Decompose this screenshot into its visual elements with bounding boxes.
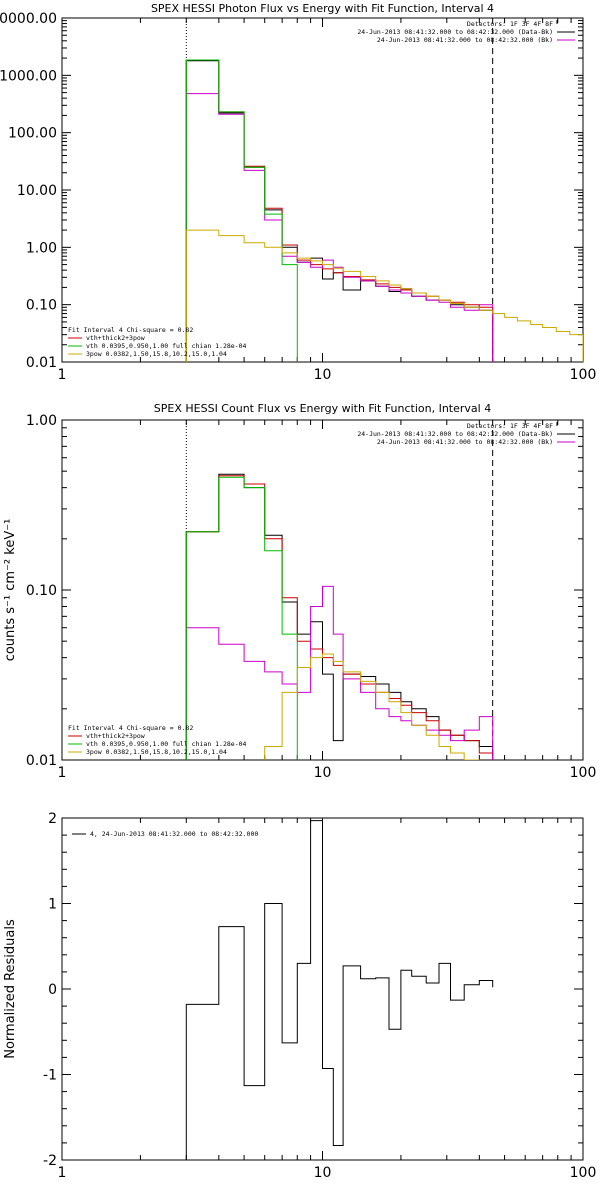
x-tick-label: 1 [58,765,67,781]
y-tick-label: 0.01 [26,355,57,371]
y-tick-label: 100.00 [8,126,57,142]
y-tick-label: 10.00 [17,183,57,199]
legend-bottomleft-text: vth+thick2+3pow [86,334,145,342]
y-tick-label: 1.00 [26,413,57,429]
chart-panel-2: SPEX HESSI Count Flux vs Energy with Fit… [3,402,597,781]
y-tick-label: 0 [48,982,57,998]
y-tick-label: 0.10 [26,298,57,314]
chart-panel-1: SPEX HESSI Photon Flux vs Energy with Fi… [0,2,596,383]
y-tick-label: 1.00 [26,240,57,256]
legend-topright-text: 24-Jun-2013 08:41:32.000 to 08:42:32.000… [377,438,553,446]
y-axis-label: counts s⁻¹ cm⁻² keV⁻¹ [3,519,18,662]
legend-topright-text: Detectors: 1F 3F 4F 8F [467,20,553,28]
y-tick-label: -1 [43,1068,57,1084]
series-line-4 [185,476,298,760]
series-line-2 [185,59,494,362]
legend-bottomleft-text: 3pow 0.0382,1.50,15.8,10.2,15.0,1.04 [86,350,227,358]
legend-bottomleft-text: 3pow 0.0382,1.50,15.8,10.2,15.0,1.04 [86,748,227,756]
legend-topright-text: 24-Jun-2013 08:41:32.000 to 08:42:32.000… [357,430,553,438]
y-tick-label: 2 [48,811,57,827]
series-line-1 [185,820,494,1160]
y-axis-label: Normalized Residuals [3,919,18,1059]
series-line-1 [185,473,494,760]
x-tick-label: 100 [570,765,597,781]
x-tick-label: 10 [314,367,332,383]
series-line-5 [185,229,583,362]
legend-topright-text: 24-Jun-2013 08:41:32.000 to 08:42:32.000… [357,28,553,36]
x-tick-label: 1 [58,367,67,383]
legend-bottomleft-text: vth 0.0395,0.950,1.00 full chian 1.28e-0… [86,342,247,350]
series-line-3 [185,93,494,362]
legend-topleft-text: 4, 24-Jun-2013 08:41:32.000 to 08:42:32.… [90,830,258,838]
chart-title: SPEX HESSI Count Flux vs Energy with Fit… [154,402,491,415]
legend-topright-text: Detectors: 1F 3F 4F 8F [467,422,553,430]
legend-bottomleft-text: vth 0.0395,0.950,1.00 full chian 1.28e-0… [86,740,247,748]
legend-bottomleft-text: Fit Interval 4 Chi-square = 0.82 [68,724,193,732]
y-tick-label: -2 [43,1153,57,1169]
chart-title: SPEX HESSI Photon Flux vs Energy with Fi… [151,2,494,15]
plot-frame [61,17,584,363]
legend-bottomleft-text: vth+thick2+3pow [86,732,145,740]
x-tick-label: 100 [570,367,597,383]
legend-topright-text: 24-Jun-2013 08:41:32.000 to 08:42:32.000… [377,36,553,44]
series-line-1 [185,60,494,362]
series-line-3 [185,585,494,760]
y-tick-label: 1000.00 [0,68,57,84]
x-tick-label: 10 [314,1165,332,1181]
y-tick-label: 0.10 [26,583,57,599]
y-tick-label: 1 [48,897,57,913]
x-tick-label: 100 [570,1165,597,1181]
series-line-4 [185,59,298,362]
y-tick-label: 0.01 [26,753,57,769]
series-line-5 [264,653,480,760]
series-line-2 [185,475,494,760]
x-tick-label: 10 [314,765,332,781]
legend-bottomleft-text: Fit Interval 4 Chi-square = 0.82 [68,326,193,334]
x-tick-label: 1 [58,1165,67,1181]
